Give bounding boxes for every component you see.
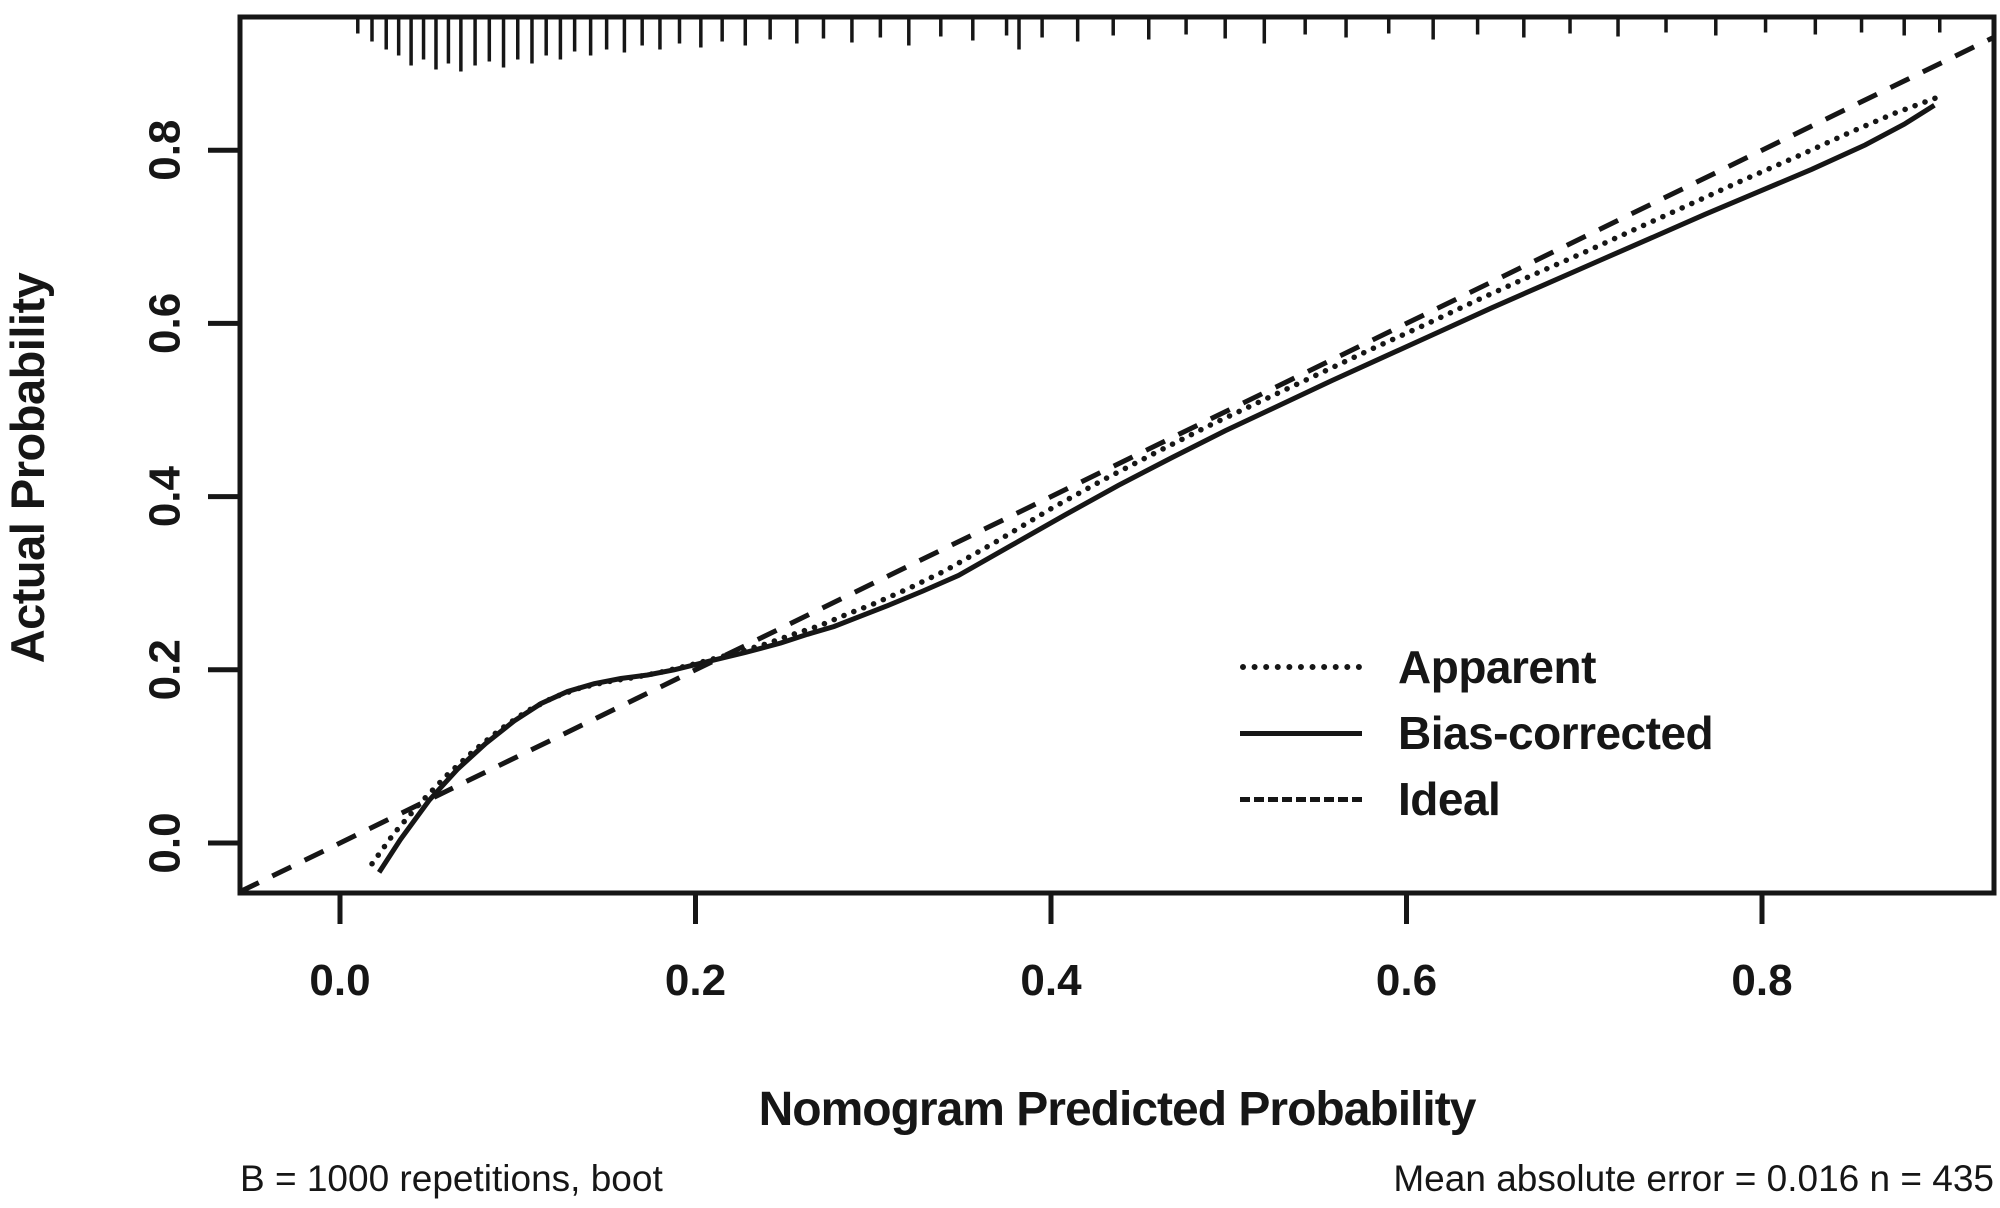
plot-frame	[237, 14, 1997, 896]
legend: Apparent Bias-corrected Ideal	[1240, 634, 1714, 832]
x-tick-label: 0.8	[1731, 956, 1792, 1005]
bias-corrected-curve	[377, 103, 1936, 874]
x-axis-ticks: 0.0 0.2 0.4 0.6 0.8	[309, 893, 1793, 1005]
legend-label: Bias-corrected	[1398, 707, 1714, 759]
y-tick-label: 0.2	[141, 639, 190, 700]
x-tick-label: 0.0	[309, 956, 370, 1005]
y-tick-label: 0.6	[141, 293, 190, 354]
ideal-curve	[238, 34, 1996, 895]
legend-label: Apparent	[1398, 641, 1596, 693]
solid-line-sample-icon	[1240, 730, 1362, 736]
legend-item-bias-corrected: Bias-corrected	[1240, 700, 1714, 766]
legend-item-apparent: Apparent	[1240, 634, 1713, 700]
x-tick-label: 0.2	[665, 956, 726, 1005]
x-axis-title: Nomogram Predicted Probability	[758, 1083, 1477, 1136]
y-axis-title: Actual Probability	[1, 272, 54, 664]
legend-item-ideal: Ideal	[1240, 766, 1713, 832]
y-tick-label: 0.0	[141, 812, 190, 873]
legend-label: Ideal	[1398, 773, 1501, 825]
dashed-line-sample-icon	[1240, 796, 1362, 802]
rug-marks	[356, 19, 1942, 72]
x-tick-label: 0.6	[1376, 956, 1437, 1005]
y-tick-label: 0.4	[141, 465, 190, 527]
error-annotation: Mean absolute error = 0.016 n = 435	[1393, 1158, 1994, 1199]
dotted-line-sample-icon	[1240, 664, 1362, 670]
x-tick-label: 0.4	[1020, 956, 1082, 1005]
bootstrap-annotation: B = 1000 repetitions, boot	[240, 1158, 663, 1199]
y-axis-ticks: 0.0 0.2 0.4 0.6 0.8	[141, 120, 240, 874]
y-tick-label: 0.8	[141, 120, 190, 181]
